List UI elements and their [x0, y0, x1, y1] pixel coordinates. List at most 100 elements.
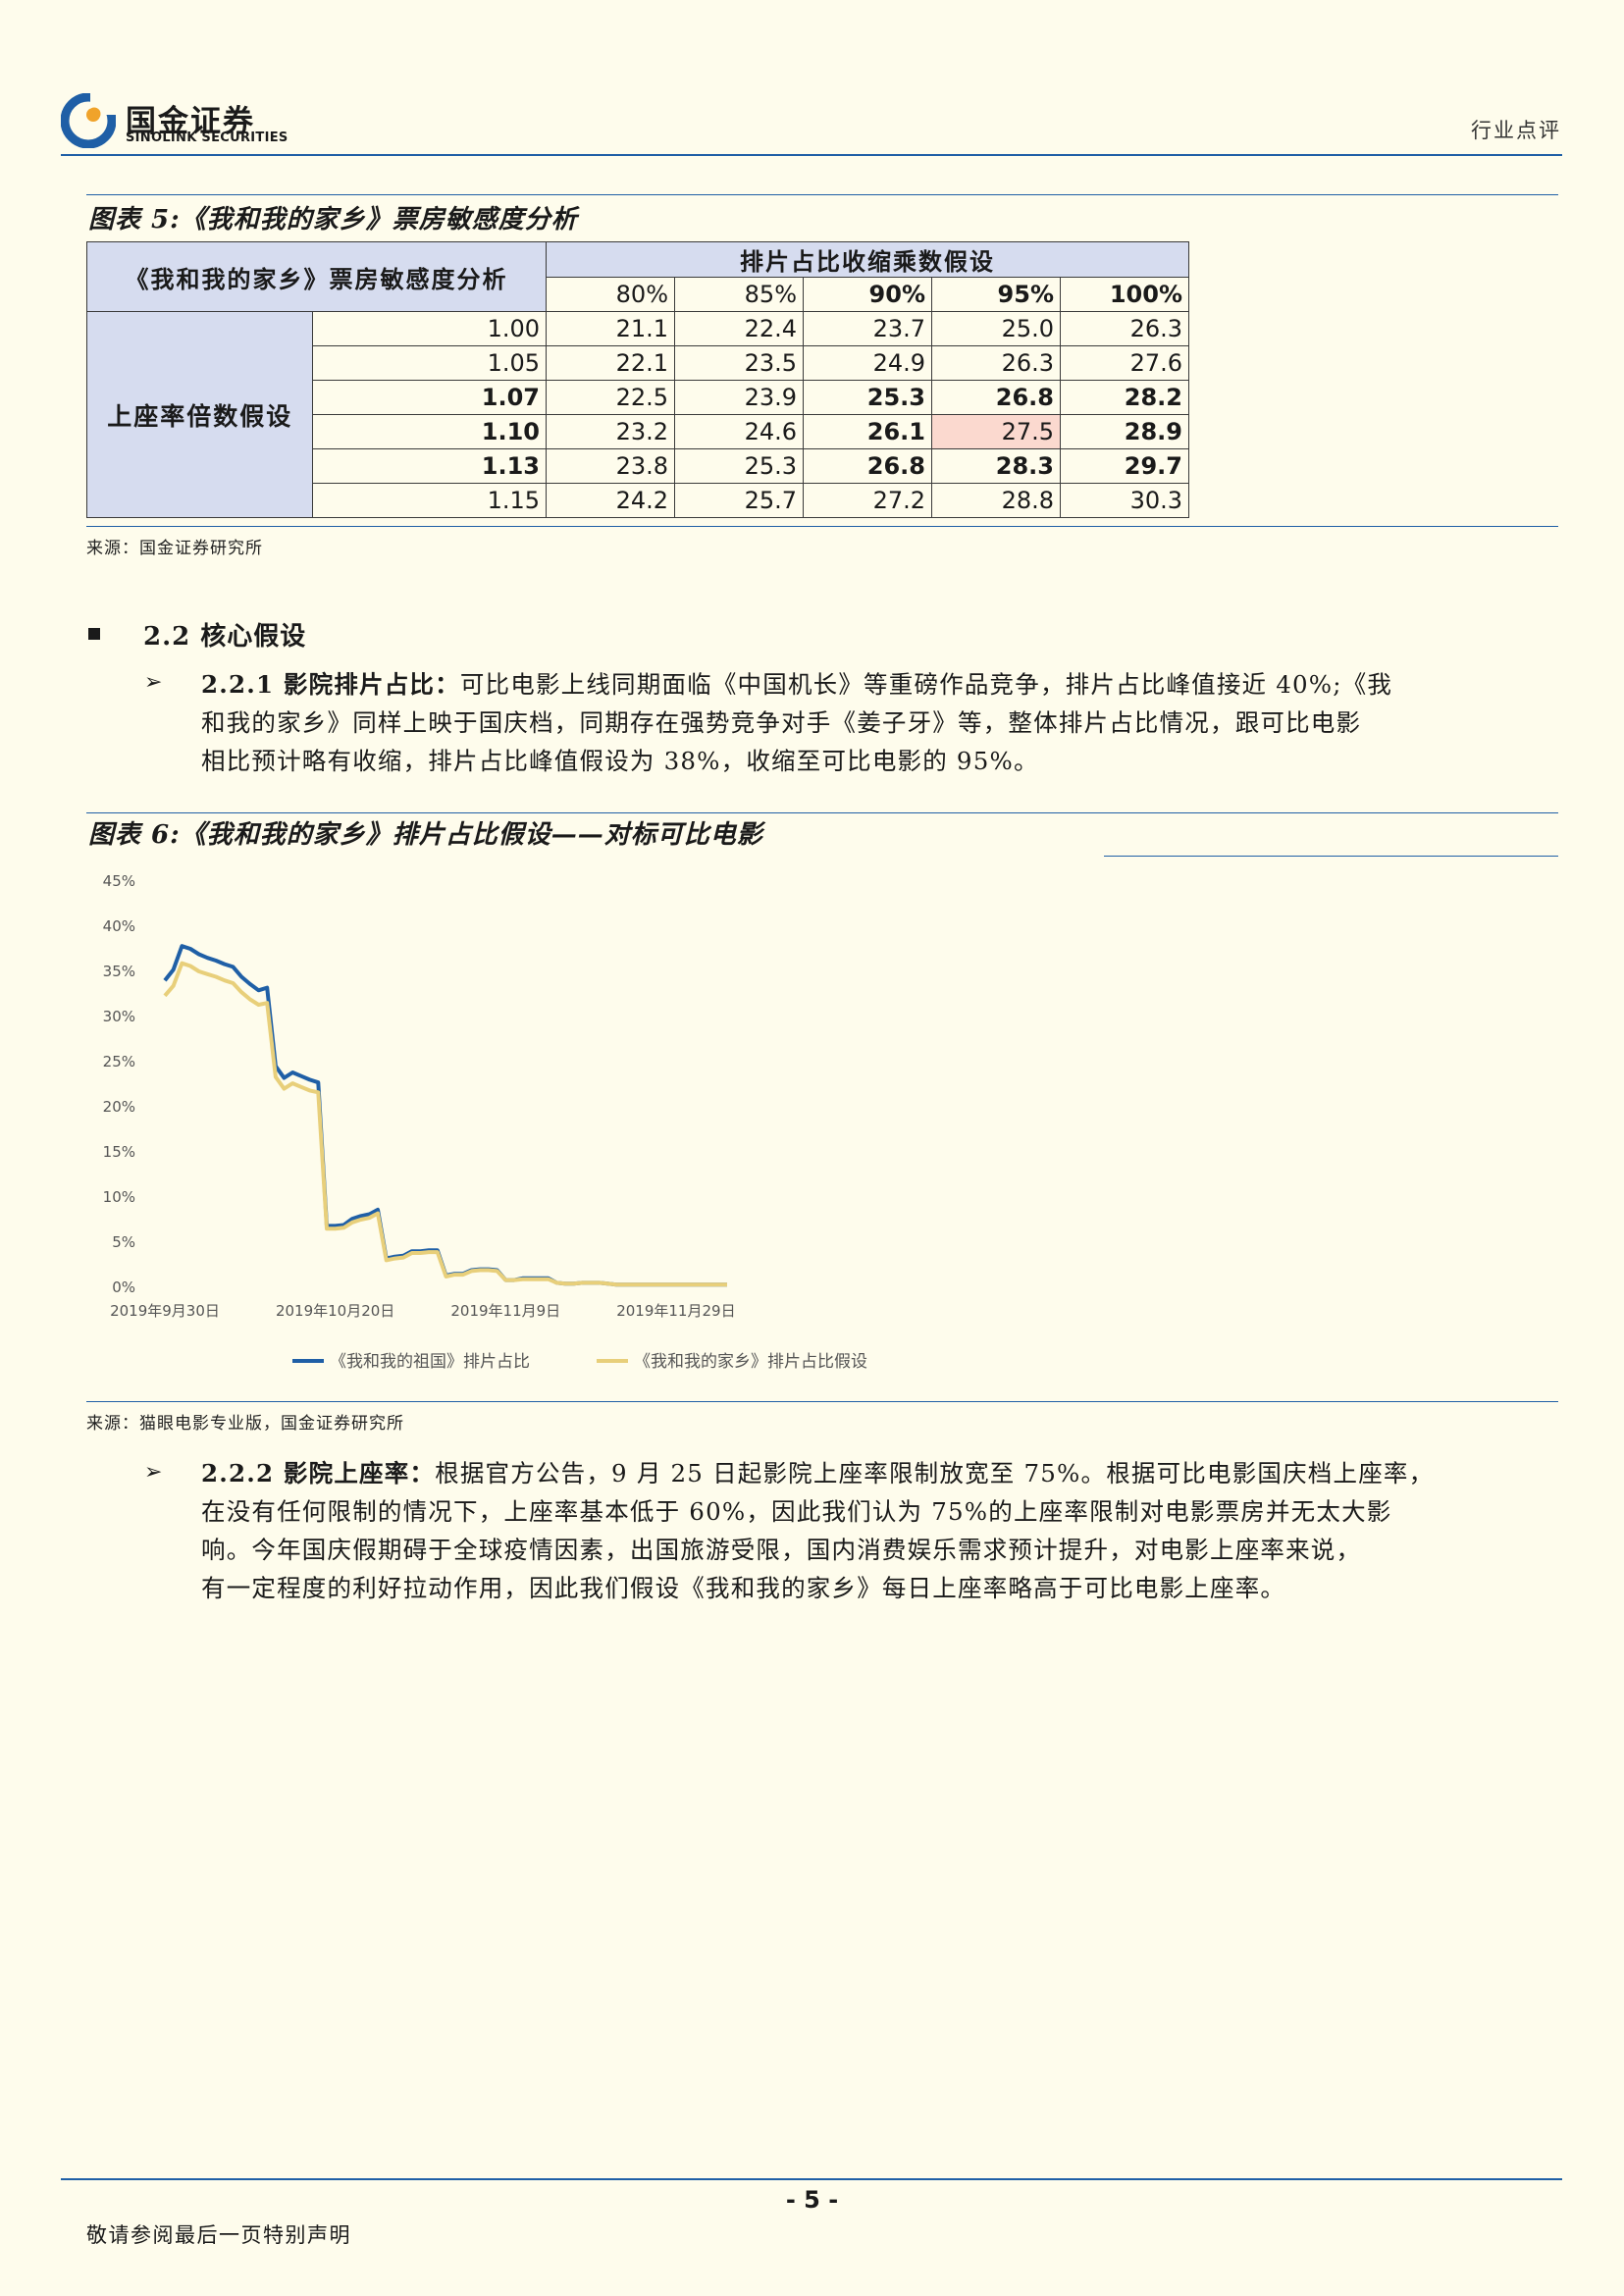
col-header: 95%: [931, 277, 1061, 312]
text-line: 可比电影上线同期面临《中国机长》等重磅作品竞争，排片占比峰值接近 40%;《我: [459, 670, 1393, 699]
figure5-bottom-rule: [86, 526, 1558, 527]
table-cell: 27.2: [803, 483, 932, 518]
x-tick-label: 2019年11月29日: [616, 1302, 735, 1320]
col-header: 100%: [1060, 277, 1189, 312]
y-tick-label: 10%: [103, 1188, 135, 1206]
logo-chinese-name: 国金证券: [126, 104, 255, 139]
figure5-source: 来源：国金证券研究所: [86, 539, 263, 558]
footer-disclaimer: 敬请参阅最后一页特别声明: [86, 2223, 351, 2247]
company-logo: [61, 93, 296, 152]
item-lead: 2.2.1 影院排片占比：: [201, 670, 460, 699]
section-heading: 2.2 核心假设: [143, 622, 307, 652]
y-tick-label: 25%: [103, 1053, 135, 1070]
item-lead: 2.2.2 影院上座率：: [201, 1459, 436, 1487]
table-row: 1.05 22.1 23.5 24.9 26.3 27.6: [87, 345, 1189, 381]
y-tick-label: 5%: [112, 1233, 135, 1251]
column-group-label: 排片占比收缩乘数假设: [546, 241, 1189, 278]
table-cell: 26.8: [803, 448, 932, 484]
figure6-source: 来源：猫眼电影专业版，国金证券研究所: [86, 1414, 404, 1434]
series-lines: [163, 944, 727, 1287]
table-cell: 26.1: [803, 414, 932, 449]
figure5-top-rule: [86, 194, 1558, 195]
text-line: 响。今年国庆假期碍于全球疫情因素，出国旅游受限，国内消费娱乐需求预计提升，对电影…: [201, 1536, 1362, 1564]
table-cell: 22.4: [674, 311, 804, 346]
arrow-bullet-icon: ➢: [144, 1460, 163, 1485]
row-label: 1.10: [312, 414, 547, 449]
col-header: 85%: [674, 277, 804, 312]
table-cell: 29.7: [1060, 448, 1189, 484]
y-tick-label: 35%: [103, 963, 135, 980]
legend-label: 《我和我的家乡》排片占比假设: [634, 1352, 867, 1372]
y-axis: 45% 40% 35% 30% 25% 20% 15% 10% 5% 0%: [103, 872, 135, 1296]
table-cell: 24.9: [803, 345, 932, 381]
figure6-title: 图表 6:《我和我的家乡》排片占比假设——对标可比电影: [88, 820, 763, 850]
table-cell: 22.5: [546, 380, 675, 415]
table-cell: 26.8: [931, 380, 1061, 415]
col-header: 90%: [803, 277, 932, 312]
y-tick-label: 20%: [103, 1098, 135, 1116]
text-line: 在没有任何限制的情况下，上座率基本低于 60%，因此我们认为 75%的上座率限制…: [201, 1497, 1392, 1526]
y-tick-label: 45%: [103, 872, 135, 890]
row-label: 1.00: [312, 311, 547, 346]
arrow-bullet-icon: ➢: [144, 670, 163, 695]
y-tick-label: 40%: [103, 917, 135, 935]
table-cell: 28.3: [931, 448, 1061, 484]
row-group-label: 上座率倍数假设: [85, 311, 314, 518]
logo-english-name: SINOLINK SECURITIES: [126, 130, 288, 145]
table-cell: 23.5: [674, 345, 804, 381]
table-cell: 28.2: [1060, 380, 1189, 415]
table-row: 1.15 24.2 25.7 27.2 28.8 30.3: [87, 483, 1189, 518]
table-cell: 22.1: [546, 345, 675, 381]
row-label: 1.15: [312, 483, 547, 518]
legend: 《我和我的祖国》排片占比 《我和我的家乡》排片占比假设: [292, 1352, 867, 1372]
document-type: 行业点评: [1471, 119, 1561, 142]
x-tick-label: 2019年9月30日: [110, 1302, 220, 1320]
x-tick-label: 2019年11月9日: [450, 1302, 560, 1320]
table-cell: 25.3: [674, 448, 804, 484]
sensitivity-table: 《我和我的家乡》票房敏感度分析 排片占比收缩乘数假设 80% 85% 90% 9…: [85, 241, 1189, 518]
table-row: 上座率倍数假设 1.00 21.1 22.4 23.7 25.0 26.3: [85, 311, 1189, 518]
table-cell: 28.8: [931, 483, 1061, 518]
table-cell: 25.3: [803, 380, 932, 415]
y-tick-label: 0%: [112, 1278, 135, 1296]
table-cell: 23.2: [546, 414, 675, 449]
paragraph-2-2-2: 2.2.2 影院上座率：根据官方公告，9 月 25 日起影院上座率限制放宽至 7…: [201, 1454, 1565, 1607]
x-tick-label: 2019年10月20日: [276, 1302, 394, 1320]
table-row: 1.13 23.8 25.3 26.8 28.3 29.7: [87, 448, 1189, 484]
text-line: 和我的家乡》同样上映于国庆档，同期存在强势竞争对手《姜子牙》等，整体排片占比情况…: [201, 708, 1362, 737]
y-tick-label: 30%: [103, 1008, 135, 1025]
series-line-2: [163, 961, 727, 1287]
table-corner-label: 《我和我的家乡》票房敏感度分析: [86, 241, 547, 312]
table-cell: 25.0: [931, 311, 1061, 346]
x-axis: 2019年9月30日 2019年10月20日 2019年11月9日 2019年11月2…: [110, 1302, 735, 1320]
footer-rule: [61, 2178, 1562, 2180]
table-cell: 24.2: [546, 483, 675, 518]
page-number: - 5 -: [785, 2186, 839, 2214]
text-line: 根据官方公告，9 月 25 日起影院上座率限制放宽至 75%。根据可比电影国庆档…: [435, 1459, 1435, 1487]
legend-label: 《我和我的祖国》排片占比: [330, 1352, 530, 1372]
row-label: 1.13: [312, 448, 547, 484]
line-chart: 45%40%35%30%25%20%15%10%5%0% 2019年9月30日 2…: [103, 872, 867, 1372]
highlighted-cell: 27.5: [931, 414, 1061, 449]
logo-mark-icon: [61, 93, 116, 148]
figure6-title-underline: [1104, 856, 1558, 857]
table-cell: 27.6: [1060, 345, 1189, 381]
table-cell: 21.1: [546, 311, 675, 346]
table-cell: 28.9: [1060, 414, 1189, 449]
header-rule: [61, 154, 1562, 156]
text-line: 相比预计略有收缩，排片占比峰值假设为 38%，收缩至可比电影的 95%。: [201, 747, 1039, 775]
table-cell: 23.8: [546, 448, 675, 484]
table-cell: 24.6: [674, 414, 804, 449]
y-tick-label: 15%: [103, 1143, 135, 1161]
table-cell: 25.7: [674, 483, 804, 518]
figure5-title: 图表 5:《我和我的家乡》票房敏感度分析: [88, 205, 578, 235]
col-header: 80%: [546, 277, 675, 312]
paragraph-2-2-1: 2.2.1 影院排片占比：可比电影上线同期面临《中国机长》等重磅作品竞争，排片占…: [201, 665, 1565, 780]
row-label: 1.05: [312, 345, 547, 381]
figure6-top-rule: [86, 812, 1558, 813]
table-cell: 26.3: [1060, 311, 1189, 346]
table-cell: 30.3: [1060, 483, 1189, 518]
table-cell: 23.9: [674, 380, 804, 415]
table-cell: 23.7: [803, 311, 932, 346]
section-bullet-icon: [88, 628, 100, 640]
